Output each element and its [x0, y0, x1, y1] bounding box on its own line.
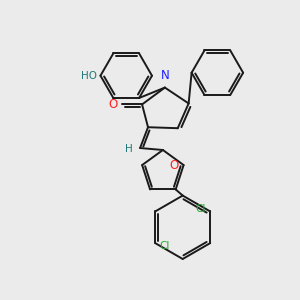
Text: O: O: [108, 98, 117, 111]
Text: HO: HO: [82, 71, 98, 81]
Text: H: H: [125, 144, 133, 154]
Text: O: O: [169, 159, 179, 172]
Text: N: N: [160, 69, 169, 82]
Text: Cl: Cl: [159, 241, 170, 251]
Text: Cl: Cl: [196, 204, 206, 214]
